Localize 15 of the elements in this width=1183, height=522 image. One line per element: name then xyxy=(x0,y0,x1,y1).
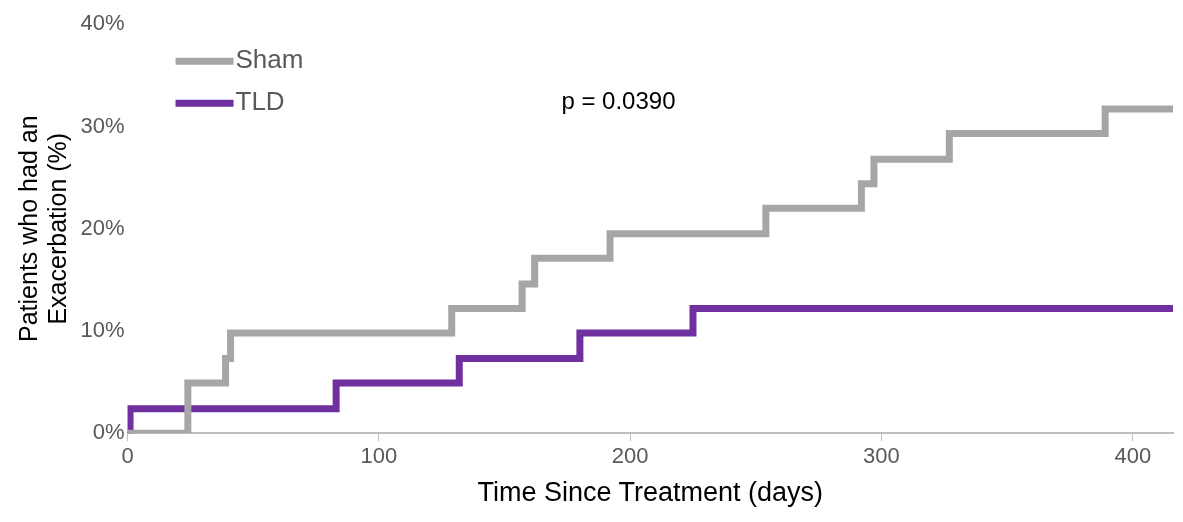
y-tick-label: 0% xyxy=(92,419,125,445)
x-tick-label: 400 xyxy=(1114,443,1152,469)
x-tick-label: 200 xyxy=(611,443,649,469)
legend-label: TLD xyxy=(235,86,285,117)
x-tick-label: 0 xyxy=(121,443,134,469)
x-tick-label: 100 xyxy=(360,443,398,469)
x-tick-label: 300 xyxy=(863,443,900,469)
legend-label: Sham xyxy=(235,44,304,75)
y-axis-title: Patients who had an Exacerbation (%) xyxy=(14,115,72,342)
y-tick-label: 30% xyxy=(80,112,125,138)
y-tick-label: 40% xyxy=(80,10,125,36)
y-tick-label: 10% xyxy=(80,317,125,343)
x-axis-title: Time Since Treatment (days) xyxy=(477,477,824,508)
annotation: p = 0.0390 xyxy=(561,86,676,114)
y-tick-label: 20% xyxy=(80,214,125,240)
